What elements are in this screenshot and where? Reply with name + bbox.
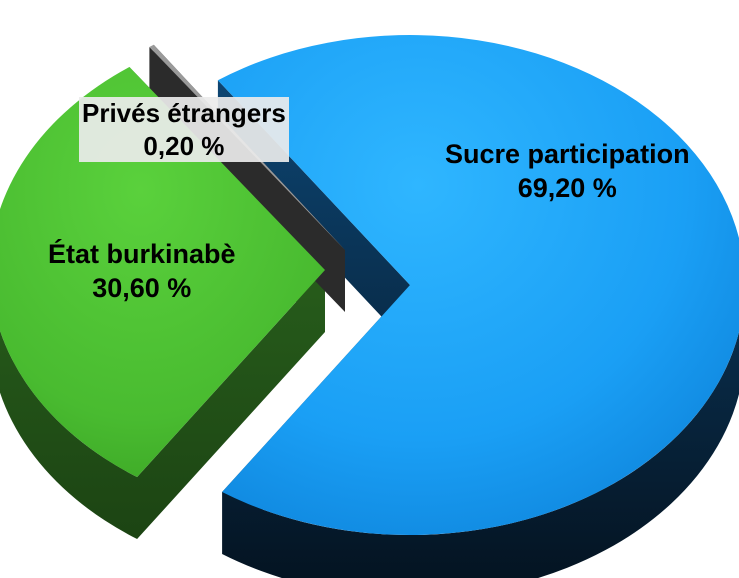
slice-value-etat: 30,60 % xyxy=(92,272,192,303)
slice-label-etat: État burkinabè xyxy=(48,239,236,269)
slice-label-prives: Privés étrangers xyxy=(82,98,286,128)
slice-side-etat-burkinabe xyxy=(0,67,325,539)
slice-etat-burkinabe xyxy=(0,67,325,477)
label-prives-etrangers: Privés étrangers 0,20 % xyxy=(79,97,289,162)
label-sucre-participation: Sucre participation 69,20 % xyxy=(445,138,690,206)
slice-sucre-participation xyxy=(217,35,739,536)
slice-value-prives: 0,20 % xyxy=(143,130,225,161)
slice-label-sucre: Sucre participation xyxy=(445,139,690,169)
label-etat-burkinabe: État burkinabè 30,60 % xyxy=(48,238,236,306)
slice-value-sucre: 69,20 % xyxy=(517,172,617,203)
slice-side-sucre-participation xyxy=(217,80,739,578)
